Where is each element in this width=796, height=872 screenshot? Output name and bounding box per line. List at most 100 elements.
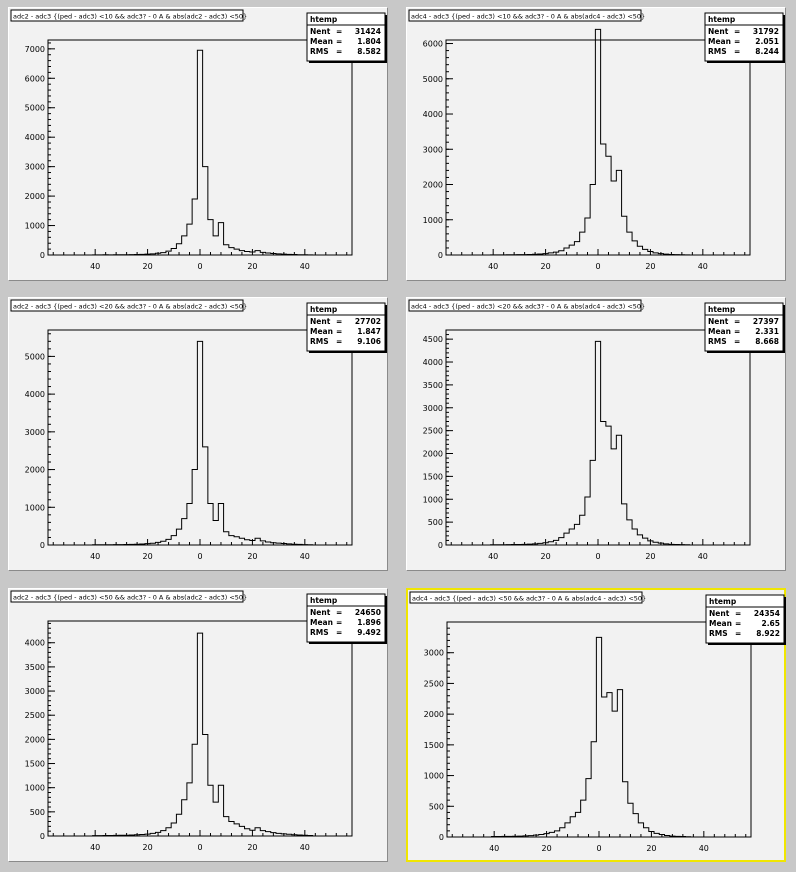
- stats-label: Nent: [708, 27, 729, 36]
- histogram-bin: [643, 538, 648, 545]
- x-tick-label: 20: [142, 843, 152, 852]
- histogram-bin: [574, 524, 579, 545]
- stats-label: Nent: [310, 608, 331, 617]
- histogram-bin: [276, 254, 281, 255]
- stats-label: Nent: [310, 317, 331, 326]
- histogram-line: [92, 632, 314, 837]
- stats-label: RMS: [310, 628, 329, 637]
- stats-equals: =: [734, 337, 740, 346]
- histogram-bin: [150, 543, 155, 545]
- stats-value: 1.804: [357, 37, 381, 46]
- histogram-bin: [266, 253, 271, 255]
- histogram-bin: [585, 497, 590, 545]
- x-tick-label: 40: [698, 262, 708, 271]
- histogram-svg-2: adc4 - adc3 {(ped - adc3) <10 && adc3? -…: [408, 9, 785, 271]
- histogram-pad-4[interactable]: adc4 - adc3 {(ped - adc3) <20 && adc3? -…: [406, 297, 786, 571]
- x-tick-label: 20: [646, 844, 656, 853]
- histogram-bin: [203, 167, 208, 255]
- y-tick-label: 1000: [25, 503, 45, 512]
- y-tick-label: 1000: [25, 784, 45, 793]
- histogram-bin: [218, 785, 223, 836]
- stats-label: RMS: [310, 337, 329, 346]
- histogram-bin: [548, 253, 553, 255]
- y-tick-label: 0: [40, 251, 45, 260]
- histogram-pad-1[interactable]: adc2 - adc3 {(ped - adc3) <10 && adc3? -…: [8, 7, 388, 281]
- y-tick-label: 0: [40, 541, 45, 550]
- y-tick-label: 3000: [25, 687, 45, 696]
- histogram-bin: [203, 447, 208, 545]
- y-tick-label: 6000: [25, 74, 45, 83]
- histogram-bin: [611, 181, 616, 255]
- histogram-bin: [595, 341, 600, 545]
- histogram-bin: [653, 253, 658, 255]
- stats-value: 1.847: [357, 327, 381, 336]
- histogram-bin: [182, 236, 187, 255]
- x-tick-label: 40: [90, 552, 100, 561]
- histogram-bin: [286, 254, 291, 255]
- histogram-bin: [203, 735, 208, 836]
- histogram-bin: [276, 543, 281, 545]
- stats-equals: =: [336, 37, 342, 46]
- histogram-bin: [507, 836, 512, 837]
- histogram-bin: [234, 249, 239, 255]
- stats-value: 31424: [355, 27, 381, 36]
- y-tick-label: 2000: [25, 192, 45, 201]
- stats-equals: =: [336, 47, 342, 56]
- stats-equals: =: [735, 609, 741, 618]
- histogram-bin: [140, 835, 145, 836]
- x-tick-label: 40: [300, 552, 310, 561]
- histogram-pad-5[interactable]: adc2 - adc3 {(ped - adc3) <50 && adc3? -…: [8, 588, 388, 862]
- y-tick-label: 500: [429, 802, 444, 811]
- histogram-bin: [628, 803, 633, 837]
- histogram-bin: [632, 241, 637, 255]
- y-tick-label: 1000: [25, 222, 45, 231]
- histogram-pad-2[interactable]: adc4 - adc3 {(ped - adc3) <10 && adc3? -…: [406, 7, 786, 281]
- stats-label: Nent: [708, 317, 729, 326]
- histogram-bin: [286, 544, 291, 545]
- stats-equals: =: [336, 317, 342, 326]
- y-tick-label: 4000: [423, 110, 443, 119]
- histogram-svg-4: adc4 - adc3 {(ped - adc3) <20 && adc3? -…: [408, 299, 785, 561]
- histogram-bin: [129, 544, 134, 545]
- histogram-pad-6[interactable]: adc4 - adc3 {(ped - adc3) <50 && adc3? -…: [406, 588, 786, 862]
- histogram-bin: [528, 836, 533, 837]
- histogram-bin: [665, 835, 670, 837]
- x-tick-label: 40: [488, 262, 498, 271]
- histogram-bin: [213, 802, 218, 836]
- stats-box: [704, 302, 784, 352]
- histogram-bin: [224, 245, 229, 255]
- y-tick-label: 1500: [423, 472, 443, 481]
- histogram-bin: [538, 254, 543, 255]
- stats-label: Mean: [709, 619, 732, 628]
- histogram-bin: [664, 254, 669, 255]
- histogram-pad-3[interactable]: adc2 - adc3 {(ped - adc3) <20 && adc3? -…: [8, 297, 388, 571]
- histogram-bin: [150, 833, 155, 836]
- y-tick-label: 1000: [424, 772, 444, 781]
- y-tick-label: 0: [40, 832, 45, 841]
- stats-equals: =: [336, 27, 342, 36]
- x-tick-label: 40: [488, 552, 498, 561]
- histogram-bin: [266, 832, 271, 836]
- histogram-bin: [286, 834, 291, 836]
- histogram-bin: [539, 835, 544, 837]
- histogram-bin: [119, 835, 124, 836]
- histogram-bin: [675, 836, 680, 837]
- histogram-bin: [197, 341, 202, 545]
- x-tick-label: 40: [699, 844, 709, 853]
- histogram-bin: [197, 633, 202, 836]
- histogram-line: [491, 636, 692, 838]
- histogram-bin: [606, 156, 611, 255]
- histogram-bin: [208, 785, 213, 836]
- stats-value: 2.65: [761, 619, 780, 628]
- histogram-bin: [596, 637, 601, 837]
- stats-value: 9.492: [357, 628, 381, 637]
- histogram-bin: [176, 814, 181, 836]
- histogram-bin: [527, 544, 532, 545]
- histogram-bin: [560, 828, 565, 837]
- title-box: [10, 9, 244, 22]
- histogram-svg-3: adc2 - adc3 {(ped - adc3) <20 && adc3? -…: [10, 299, 387, 561]
- y-tick-label: 5000: [423, 75, 443, 84]
- y-tick-label: 2000: [423, 450, 443, 459]
- stats-box: [705, 594, 785, 644]
- histogram-line: [490, 28, 691, 256]
